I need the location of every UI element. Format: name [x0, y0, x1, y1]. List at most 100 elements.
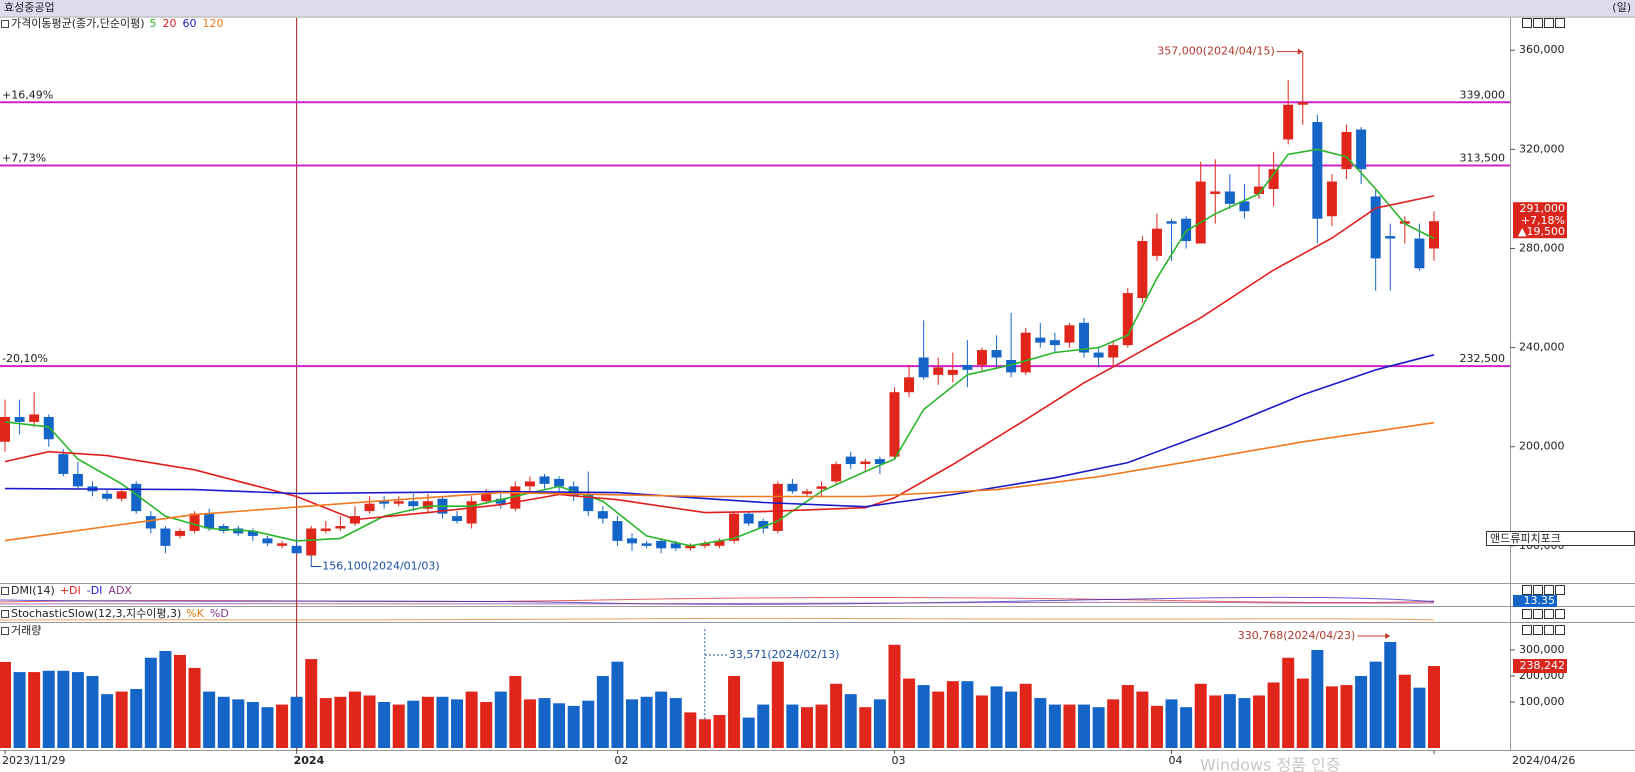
- moving-average: [4, 354, 1435, 508]
- volume-bar: [698, 719, 711, 748]
- button[interactable]: [1522, 585, 1532, 595]
- candle-body: [991, 350, 1002, 358]
- candle-body: [364, 503, 375, 512]
- candle-body: [1356, 129, 1367, 170]
- volume-bar: [815, 704, 828, 748]
- stock-name: 효성중공업: [4, 1, 55, 14]
- x-tick-label: 04: [1169, 754, 1183, 767]
- volume-bar: [392, 704, 405, 748]
- indicator-line: [0, 596, 1435, 605]
- candle-body: [627, 538, 638, 544]
- moving-average: [4, 195, 1435, 521]
- legend-icon: [1, 610, 9, 618]
- volume-bar: [276, 704, 289, 748]
- legend-title: DMI(14): [11, 584, 55, 597]
- candle-body: [72, 473, 83, 487]
- legend-title: StochasticSlow(12,3,지수이평,3): [11, 607, 181, 620]
- candle-body: [1166, 221, 1177, 224]
- button[interactable]: [1522, 609, 1532, 619]
- button[interactable]: [1555, 609, 1565, 619]
- volume-bar: [567, 705, 580, 748]
- button[interactable]: [1544, 609, 1554, 619]
- last-price-change: +7,18%: [1521, 214, 1565, 227]
- legend-entry: 5: [150, 17, 157, 30]
- button[interactable]: [1522, 625, 1532, 635]
- y-tick-label: 320,000: [1519, 142, 1565, 155]
- candle-body: [247, 530, 258, 536]
- button[interactable]: [1544, 585, 1554, 595]
- legend-entry: 60: [183, 17, 197, 30]
- candle-body: [889, 392, 900, 457]
- candle-body: [1283, 104, 1294, 140]
- button[interactable]: [1533, 18, 1543, 28]
- volume-bar: [932, 691, 945, 748]
- volume-bar: [57, 670, 70, 748]
- volume-bar: [1253, 695, 1266, 748]
- volume-bar: [436, 696, 449, 748]
- volume-bar: [1063, 704, 1076, 748]
- volume-bar: [611, 661, 624, 748]
- volume-bar: [742, 717, 755, 748]
- x-tick-label: 03: [891, 754, 905, 767]
- level-change: -20,10%: [2, 352, 48, 365]
- annotation-line: [310, 555, 322, 567]
- candle-body: [714, 540, 725, 546]
- volume-bar: [334, 696, 347, 748]
- volume-bar: [0, 661, 11, 748]
- volume-bar: [1165, 699, 1178, 748]
- candle-body: [1108, 345, 1119, 358]
- button[interactable]: [1522, 18, 1532, 28]
- last-price-label: 291,000: [1520, 202, 1566, 215]
- candle-body: [102, 493, 113, 499]
- volume-bar: [421, 696, 434, 748]
- volume-bar: [1209, 695, 1222, 748]
- volume-bar: [538, 698, 551, 748]
- y-tick-label: 100,000: [1519, 695, 1565, 708]
- volume-bar: [1238, 698, 1251, 748]
- volume-bar: [217, 696, 230, 748]
- button[interactable]: [1544, 18, 1554, 28]
- candle-body: [452, 516, 463, 522]
- candle-body: [1341, 131, 1352, 170]
- candle-body: [539, 476, 550, 484]
- volume-bar: [1107, 699, 1120, 748]
- legend-entry: 20: [163, 17, 177, 30]
- high-annotation: 357,000(2024/04/15): [1157, 45, 1274, 58]
- candle-body: [699, 543, 710, 546]
- x-tick-label: 2024: [294, 754, 325, 767]
- volume-bar: [1355, 675, 1368, 748]
- button[interactable]: [1544, 625, 1554, 635]
- candle-body: [1370, 196, 1381, 259]
- volume-bar: [1136, 691, 1149, 748]
- volume-bar: [713, 714, 726, 748]
- button[interactable]: [1555, 18, 1565, 28]
- candle-body: [379, 501, 390, 504]
- button[interactable]: [1533, 585, 1543, 595]
- button[interactable]: [1555, 585, 1565, 595]
- candle-body: [524, 481, 535, 487]
- candle-body: [160, 528, 171, 546]
- volume-bar: [786, 704, 799, 748]
- button[interactable]: [1533, 625, 1543, 635]
- candle-body: [1312, 122, 1323, 219]
- volume-bar: [1398, 674, 1411, 748]
- button[interactable]: [1555, 625, 1565, 635]
- volume-bar: [626, 699, 639, 748]
- candle-body: [787, 483, 798, 492]
- header-bar: [0, 0, 1635, 16]
- volume-bar: [173, 654, 186, 748]
- volume-bar: [348, 691, 361, 748]
- volume-bar: [859, 707, 872, 748]
- panel-buttons[interactable]: [1522, 18, 1565, 635]
- volume-bar: [159, 651, 172, 748]
- volume-bar: [961, 681, 974, 748]
- candle-body: [874, 459, 885, 465]
- button[interactable]: [1533, 609, 1543, 619]
- indicator-tag: [1513, 595, 1557, 607]
- watermark: Windows 정품 인증: [1200, 756, 1340, 772]
- volume-bar: [261, 707, 274, 748]
- volume-bar: [232, 699, 245, 748]
- x-tick-label: 2024/04/26: [1512, 754, 1575, 767]
- candle-body: [1399, 221, 1410, 224]
